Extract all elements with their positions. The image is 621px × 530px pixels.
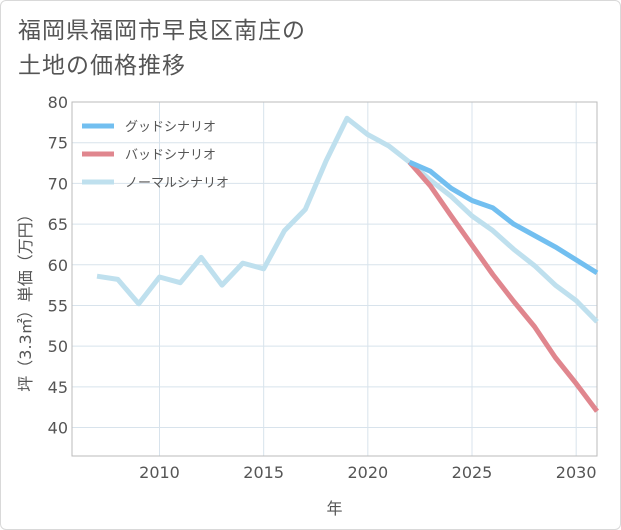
plot-area xyxy=(71,101,598,457)
legend-label-2: バッドシナリオ xyxy=(125,148,216,163)
y-tick-label: 45 xyxy=(48,378,68,397)
series-line-3 xyxy=(96,115,599,324)
chart-title-line-2: 土地の価格推移 xyxy=(18,53,186,79)
x-tick-label: 2030 xyxy=(556,463,597,482)
y-axis-ticks: 40 45 50 55 60 65 70 75 80 xyxy=(48,93,68,438)
y-tick-label: 40 xyxy=(48,419,68,438)
y-tick-label: 65 xyxy=(48,215,68,234)
x-axis-ticks: 2010 2015 2020 2025 2030 xyxy=(139,463,596,482)
chart-title: 福岡県福岡市早良区南庄の 土地の価格推移 xyxy=(18,14,306,84)
y-axis-title: 坪（3.3㎡）単価（万円） xyxy=(16,206,35,391)
x-tick-label: 2025 xyxy=(452,463,493,482)
series-lines xyxy=(96,115,599,413)
legend-label-3: ノーマルシナリオ xyxy=(125,176,229,191)
series-line-1 xyxy=(408,159,599,276)
x-tick-label: 2020 xyxy=(347,463,388,482)
y-tick-label: 55 xyxy=(48,296,68,315)
y-tick-label: 70 xyxy=(48,174,68,193)
grid xyxy=(72,101,597,456)
y-tick-label: 50 xyxy=(48,337,68,356)
x-tick-label: 2010 xyxy=(139,463,180,482)
series-line-2 xyxy=(407,160,599,413)
chart-title-line-1: 福岡県福岡市早良区南庄の xyxy=(18,18,306,44)
y-tick-label: 80 xyxy=(48,93,68,112)
legend-label-1: グッドシナリオ xyxy=(125,120,216,135)
x-tick-label: 2015 xyxy=(243,463,284,482)
x-axis-title: 年 xyxy=(326,499,342,518)
y-tick-label: 60 xyxy=(48,256,68,275)
y-tick-label: 75 xyxy=(48,134,68,153)
